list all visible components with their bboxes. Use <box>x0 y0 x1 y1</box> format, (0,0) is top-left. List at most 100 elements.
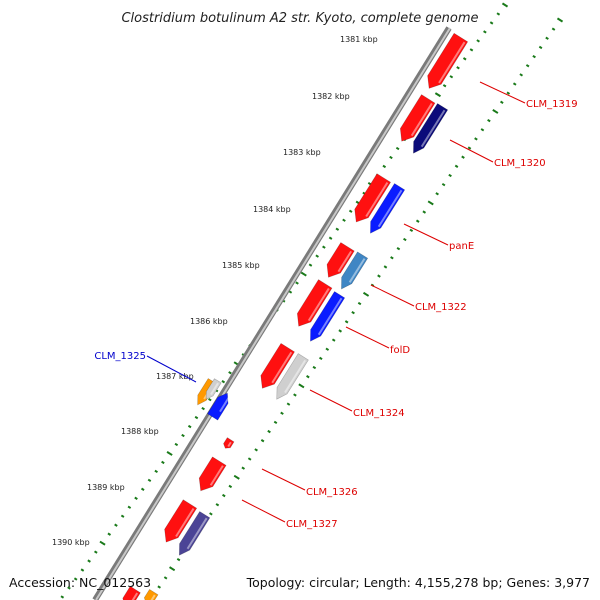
track-tick <box>201 406 205 411</box>
track-tick <box>545 36 549 40</box>
gene-feature-cds_red[interactable] <box>296 279 333 327</box>
track-tick <box>286 402 291 406</box>
track-tick <box>427 200 434 206</box>
track-tick <box>476 39 480 43</box>
track-tick <box>260 439 265 443</box>
ruler-label: 1388 kbp <box>121 427 159 436</box>
track-tick <box>176 557 181 562</box>
gene-label[interactable]: CLM_1324 <box>353 408 405 419</box>
track-tick <box>462 57 467 61</box>
track-tick <box>474 137 478 141</box>
gene-label-leader <box>309 389 353 412</box>
gene-feature-cds_red[interactable] <box>223 437 235 449</box>
gene-feature-cds_red[interactable] <box>399 94 436 142</box>
track-tick <box>288 290 293 294</box>
gene-label-leader <box>345 326 390 349</box>
gene-label[interactable]: panE <box>449 241 474 252</box>
track-tick <box>348 209 353 213</box>
track-tick <box>449 75 454 79</box>
track-tick <box>154 469 158 474</box>
ruler-label: 1390 kbp <box>52 538 90 547</box>
gene-feature-cds_red[interactable] <box>326 242 355 278</box>
gene-feature-highlight <box>365 182 389 218</box>
track-tick <box>295 281 299 285</box>
gene-label-lines <box>146 81 526 523</box>
gene-label-leader <box>241 499 286 523</box>
gene-feature-cds_red[interactable] <box>198 456 227 492</box>
gene-feature-highlight <box>210 382 219 396</box>
gene-feature-orange[interactable] <box>143 588 159 600</box>
track-tick <box>351 311 355 315</box>
track-tick <box>496 12 501 16</box>
track-tick <box>120 514 125 518</box>
track-tick <box>127 505 132 509</box>
track-tick <box>487 118 491 123</box>
gene-feature-grey[interactable] <box>205 378 222 400</box>
track-tick <box>355 200 360 204</box>
gene-feature-highlight <box>420 109 446 148</box>
gene-feature-highlight <box>271 351 293 384</box>
ruler-label: 1386 kbp <box>190 317 228 326</box>
track-tick <box>551 27 556 31</box>
gene-label-leader <box>370 284 415 307</box>
track-tick <box>67 586 71 590</box>
track-tick <box>456 66 460 70</box>
gene-label-texts: CLM_1319 CLM_1320 panE CLM_1322 folD CLM_1324… <box>94 99 577 530</box>
track-tick <box>300 271 307 277</box>
track-tick <box>107 532 112 536</box>
track-tick <box>222 493 226 498</box>
gene-label-leader <box>449 139 494 163</box>
gene-feature-highlight <box>317 297 343 336</box>
gene-feature-highlight <box>284 359 307 394</box>
track-tick <box>60 595 65 599</box>
gene-label[interactable]: CLM_1319 <box>526 99 578 110</box>
gene-label[interactable]: CLM_1327 <box>286 519 338 530</box>
gene-feature-cds_red[interactable] <box>260 342 295 389</box>
track-tick <box>467 146 472 150</box>
track-tick <box>174 442 179 447</box>
gene-label[interactable]: CLM_1325 <box>94 351 146 362</box>
gene-feature-highlight <box>131 592 139 600</box>
gene-feature-highlight <box>186 517 208 550</box>
ruler-label: 1384 kbp <box>253 205 291 214</box>
ruler-labels: 1381 kbp 1382 kbp 1383 kbp 1384 kbp 1385 kbp… <box>52 35 378 547</box>
gene-feature-highlight <box>337 250 352 273</box>
gene-feature-cds_red[interactable] <box>354 173 392 223</box>
track-tick <box>325 347 330 351</box>
track-tick <box>147 478 152 483</box>
gene-feature-steel[interactable] <box>341 251 369 290</box>
track-tick <box>209 512 213 516</box>
gene-feature-blue[interactable] <box>207 392 229 421</box>
track-tick <box>335 227 340 231</box>
gene-label[interactable]: CLM_1326 <box>306 487 358 498</box>
track-tick <box>338 329 342 333</box>
track-tick <box>415 219 420 223</box>
track-tick <box>322 245 326 249</box>
map-title: Clostridium botulinum A2 str. Kyoto, com… <box>121 11 478 26</box>
gene-feature-highlight <box>377 189 403 228</box>
track-tick <box>114 523 118 527</box>
track-tick <box>233 474 240 480</box>
gene-feature-cds_red[interactable] <box>122 585 141 600</box>
gene-label[interactable]: CLM_1320 <box>494 158 546 169</box>
gene-feature-blue[interactable] <box>370 183 406 234</box>
gene-label-leader <box>146 355 197 383</box>
gene-feature-slate[interactable] <box>178 511 211 556</box>
track-tick <box>254 448 258 452</box>
track-tick <box>181 433 185 438</box>
track-tick <box>298 383 305 389</box>
track-tick <box>492 109 499 114</box>
gene-label[interactable]: folD <box>390 345 410 356</box>
track-tick <box>215 503 220 507</box>
gene-feature-highlight <box>219 396 231 413</box>
track-tick <box>342 218 346 222</box>
track-tick <box>163 576 168 580</box>
gene-feature-navy[interactable] <box>413 103 449 154</box>
gene-feature-cds_red[interactable] <box>164 499 198 543</box>
gene-feature-grey[interactable] <box>276 353 309 400</box>
track-tick <box>80 568 85 572</box>
gene-label[interactable]: CLM_1322 <box>415 302 467 313</box>
gene-feature-cds_red[interactable] <box>427 32 469 89</box>
gene-feature-blue[interactable] <box>310 291 346 342</box>
